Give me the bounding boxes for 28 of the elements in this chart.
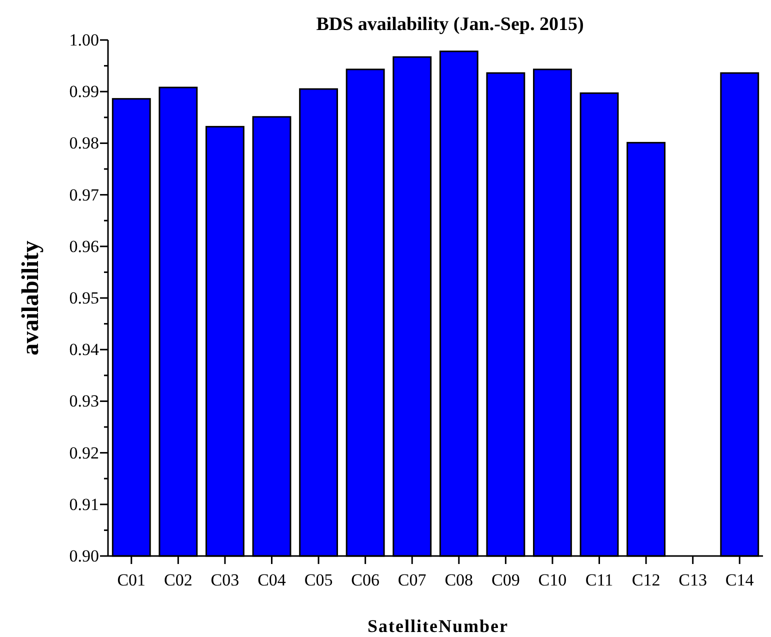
y-tick-label: 0.98 [69,134,99,153]
y-tick-label: 0.92 [69,443,99,462]
x-tick-label: C01 [117,570,146,590]
x-tick-label: C11 [585,570,614,590]
y-axis-title: availability [18,240,44,356]
x-tick-label: C14 [725,570,754,590]
chart-title: BDS availability (Jan.-Sep. 2015) [316,14,584,35]
y-tick-label: 0.94 [69,340,100,360]
y-tick-label: 0.97 [69,185,100,204]
x-axis-title: SatelliteNumber [368,616,508,636]
x-tick-label: C07 [398,570,427,590]
y-tick-label: 0.95 [69,288,99,308]
x-tick-label: C04 [258,570,286,590]
y-tick-label: 1.00 [69,30,99,50]
x-tick-label: C02 [164,570,192,590]
x-tick-label: C06 [351,570,380,590]
x-tick-label: C05 [304,570,333,590]
y-tick-label: 0.91 [69,494,99,514]
y-tick-label: 0.90 [69,546,99,566]
y-tick-label: 0.96 [69,236,99,256]
x-tick-label: C09 [492,570,520,590]
x-tick-label: C08 [444,570,474,590]
y-tick-label: 0.99 [69,82,99,102]
x-tick-label: C13 [678,570,707,590]
x-tick-label: C03 [210,570,240,590]
x-tick-label: C12 [632,570,660,590]
y-tick-label: 0.93 [69,392,99,411]
x-tick-label: C10 [538,570,567,590]
